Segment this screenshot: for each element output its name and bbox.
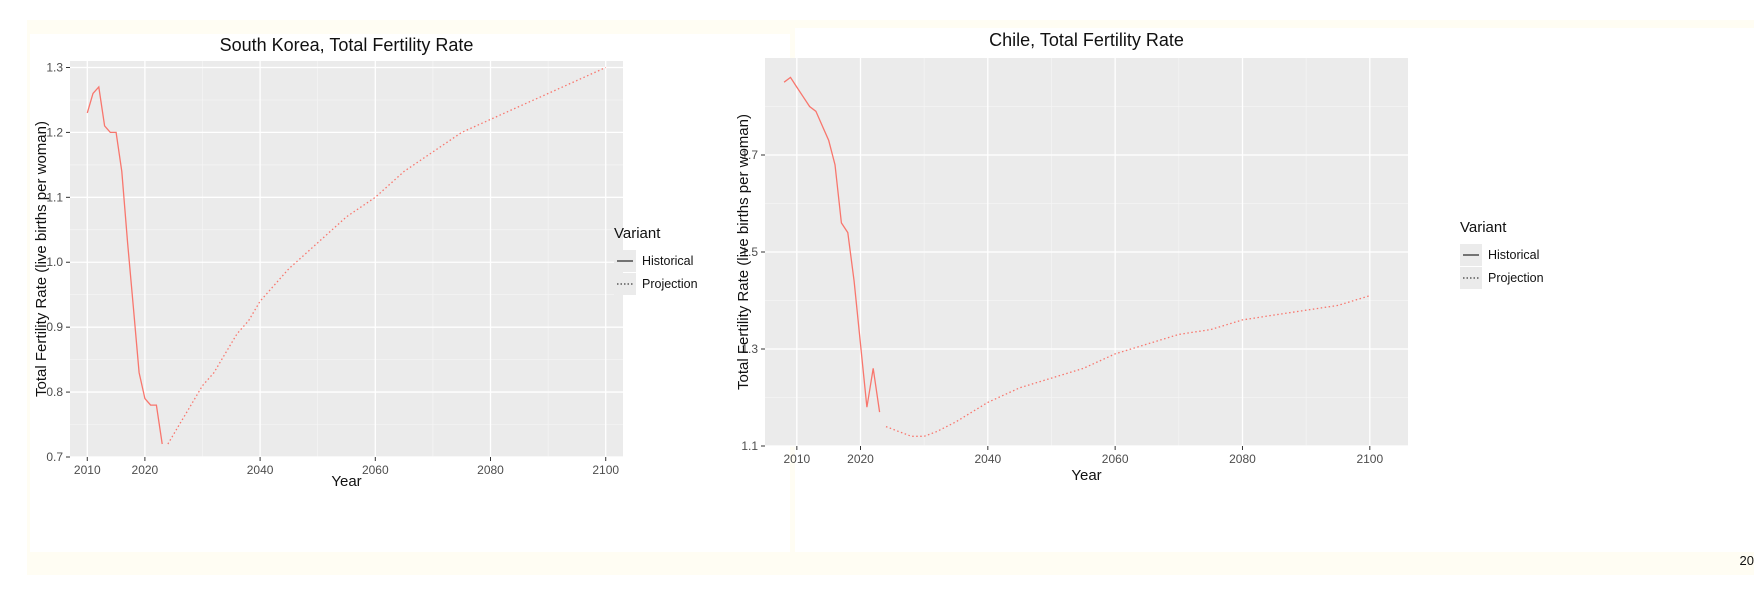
y-tick-label: 1.1 — [741, 439, 758, 453]
series-line-historical — [783, 76, 881, 413]
y-tick-label: 1.1 — [46, 190, 63, 204]
y-tick-label: 1.7 — [741, 148, 758, 162]
y-tick-label: 0.9 — [46, 320, 63, 334]
x-axis-title: Year — [1071, 467, 1101, 484]
x-axis-title: Year — [331, 473, 361, 490]
y-axis-title: Total Fertility Rate (live births per wo… — [735, 114, 752, 390]
y-tick-label: 1.5 — [741, 245, 758, 259]
x-tick-label: 2040 — [247, 463, 274, 477]
x-tick-label: 2010 — [783, 452, 810, 466]
x-tick-label: 2080 — [477, 463, 504, 477]
y-tick-label: 1.2 — [46, 125, 63, 139]
x-tick-label: 2020 — [847, 452, 874, 466]
legend-label: Projection — [1488, 271, 1544, 285]
chart-panel-south-korea: 0.7 0.8 0.9 1.0 1.1 1.2 1.3 2010 2020 2040 2060 208… — [30, 34, 790, 552]
chart-title: Chile, Total Fertility Rate — [989, 30, 1184, 50]
x-tick-label: 2010 — [74, 463, 101, 477]
chart-panel-chile: 1.1 1.3 1.5 1.7 2010 2020 2040 2060 2080 2100 Chil… — [735, 28, 1754, 552]
series-line-projection — [885, 295, 1370, 437]
y-tick-label: 0.8 — [46, 385, 63, 399]
corner-page-number: 20 — [1739, 553, 1754, 568]
y-tick-label: 1.0 — [46, 255, 63, 269]
x-tick-label: 2060 — [362, 463, 389, 477]
plot-panel — [70, 61, 623, 457]
y-tick-label: 0.7 — [46, 450, 63, 464]
legend-label: Projection — [642, 277, 698, 291]
series-line-historical — [86, 85, 163, 445]
legend-title: Variant — [614, 225, 661, 242]
y-axis-title: Total Fertility Rate (live births per wo… — [33, 121, 50, 397]
legend-title: Variant — [1460, 219, 1507, 236]
legend-label: Historical — [642, 254, 693, 268]
legend-label: Historical — [1488, 248, 1539, 262]
x-tick-label: 2100 — [592, 463, 619, 477]
x-tick-label: 2080 — [1229, 452, 1256, 466]
chart-chile: 1.1 1.3 1.5 1.7 2010 2020 2040 2060 2080 2100 Chil… — [735, 30, 1544, 484]
series-line-projection — [167, 66, 606, 445]
x-tick-label: 2060 — [1102, 452, 1129, 466]
y-tick-label: 1.3 — [46, 60, 63, 74]
x-tick-label: 2100 — [1356, 452, 1383, 466]
chart-title: South Korea, Total Fertility Rate — [220, 35, 474, 55]
y-tick-label: 1.3 — [741, 342, 758, 356]
x-tick-label: 2040 — [974, 452, 1001, 466]
x-tick-label: 2020 — [132, 463, 159, 477]
chart-south-korea: 0.7 0.8 0.9 1.0 1.1 1.2 1.3 2010 2020 2040 2060 208… — [33, 35, 698, 490]
